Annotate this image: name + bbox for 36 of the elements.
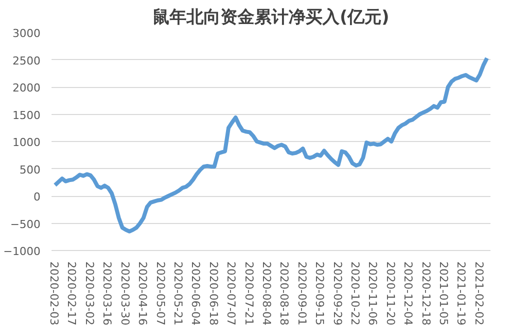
x-tick-label: 2020-05-07 [154,262,167,326]
x-tick-label: 2020-09-01 [295,262,308,326]
x-tick-label: 2020-10-22 [348,262,362,326]
x-tick-label: 2020-07-07 [224,262,238,326]
x-tick-label: 2020-02-17 [65,262,78,326]
y-tick-label: 2500 [12,54,41,68]
x-tick-label: 2021-01-19 [454,262,468,326]
y-tick-label: −1000 [3,245,41,258]
x-tick-label: 2020-08-04 [260,262,273,326]
x-tick-label: 2020-12-18 [419,262,432,326]
x-tick-label: 2020-11-20 [384,262,397,326]
chart-title: 鼠年北向资金累计净买入(亿元) [152,8,390,28]
x-tick-label: 2020-12-04 [402,262,415,326]
x-tick-label: 2020-06-04 [189,262,202,326]
x-tick-label: 2020-02-03 [48,262,61,326]
x-tick-label: 2020-06-18 [206,262,220,326]
y-tick-label: 500 [20,163,41,176]
y-tick-label: 3000 [12,27,41,40]
y-tick-label: 2000 [12,82,41,94]
x-tick-label: 2021-01-05 [436,262,450,326]
x-tick-label: 2020-11-06 [366,262,380,326]
y-tick-label: −500 [10,218,41,231]
y-tick-label: 0 [34,190,40,204]
x-tick-label: 2020-03-02 [82,262,96,326]
y-tick-label: 1500 [12,108,41,122]
x-tick-label: 2020-08-18 [278,262,291,326]
y-tick-label: 1000 [12,136,41,149]
x-tick-label: 2020-09-29 [330,262,344,326]
x-tick-label: 2021-02-02 [472,262,486,326]
x-tick-label: 2020-05-21 [171,262,184,326]
x-tick-label: 2020-04-16 [136,262,150,326]
line-series [53,56,489,234]
x-tick-label: 2020-09-15 [313,262,326,326]
x-tick-label: 2020-07-21 [242,262,256,326]
x-tick-label: 2020-03-30 [118,262,132,326]
x-tick-label: 2020-03-16 [100,262,114,326]
